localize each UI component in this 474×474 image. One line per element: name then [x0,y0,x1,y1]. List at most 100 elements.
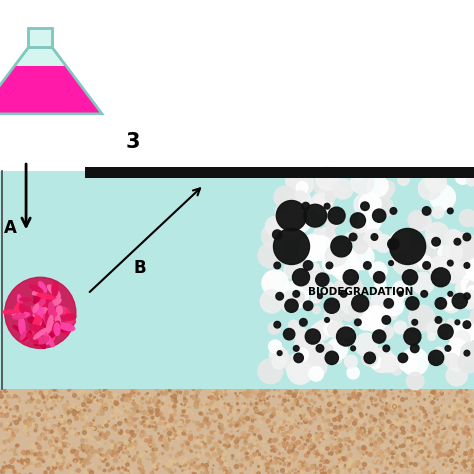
Circle shape [285,207,311,233]
Ellipse shape [37,337,49,344]
Ellipse shape [13,314,25,319]
Ellipse shape [19,298,31,301]
Circle shape [381,355,399,372]
Circle shape [370,348,394,373]
Circle shape [390,244,398,252]
Circle shape [313,306,320,314]
Ellipse shape [23,329,34,341]
Ellipse shape [45,333,55,341]
Circle shape [325,351,338,365]
Circle shape [332,279,358,306]
Circle shape [293,346,299,351]
Circle shape [296,182,308,193]
Circle shape [314,228,323,237]
Circle shape [324,203,330,209]
Circle shape [448,292,453,296]
Ellipse shape [46,315,53,326]
Ellipse shape [21,331,27,339]
Ellipse shape [63,314,73,323]
Circle shape [292,269,310,286]
Circle shape [312,264,319,270]
Circle shape [352,296,365,308]
Circle shape [372,288,394,310]
Circle shape [412,244,438,271]
Circle shape [357,313,374,330]
Circle shape [295,333,316,355]
Ellipse shape [35,296,46,302]
Circle shape [311,293,321,303]
Circle shape [370,356,382,368]
Circle shape [343,270,358,285]
Circle shape [387,310,397,320]
Circle shape [371,234,378,240]
Circle shape [268,322,281,334]
Circle shape [312,321,331,340]
Circle shape [395,293,404,302]
Circle shape [436,321,447,331]
Circle shape [328,216,339,227]
Text: 3: 3 [126,132,140,152]
Ellipse shape [34,293,41,307]
Circle shape [355,333,378,356]
Ellipse shape [19,304,25,312]
Circle shape [293,291,300,297]
Ellipse shape [51,299,61,306]
Circle shape [340,186,347,193]
Circle shape [418,255,431,269]
Circle shape [345,355,357,368]
Ellipse shape [38,297,46,308]
Circle shape [375,235,392,252]
Circle shape [324,306,343,325]
Circle shape [364,306,388,330]
Text: BIODEGRADATION: BIODEGRADATION [308,286,413,297]
Circle shape [276,201,307,231]
Circle shape [272,283,284,294]
Circle shape [294,353,303,363]
Circle shape [315,193,330,209]
Circle shape [331,264,343,276]
Ellipse shape [11,311,21,317]
Circle shape [423,262,430,269]
Circle shape [316,167,339,190]
Circle shape [397,354,411,368]
Ellipse shape [52,321,60,332]
Circle shape [262,224,285,248]
Circle shape [302,357,310,365]
Ellipse shape [27,333,38,344]
Circle shape [419,177,441,200]
Circle shape [407,373,424,390]
Circle shape [335,276,363,304]
Circle shape [282,282,309,309]
Ellipse shape [55,312,61,326]
Circle shape [325,245,346,266]
Circle shape [349,302,364,318]
Circle shape [408,326,416,334]
Ellipse shape [46,316,53,333]
Circle shape [421,291,428,297]
Circle shape [455,330,470,346]
Circle shape [450,240,469,260]
Circle shape [272,356,285,369]
Circle shape [438,246,451,259]
Circle shape [464,293,470,300]
Circle shape [404,332,416,345]
Ellipse shape [44,314,51,328]
Circle shape [5,277,76,348]
Circle shape [355,319,361,326]
Ellipse shape [22,307,32,311]
Circle shape [352,295,369,312]
Circle shape [448,320,474,346]
Ellipse shape [35,308,40,318]
Ellipse shape [15,302,22,313]
Circle shape [354,302,364,312]
Circle shape [325,191,336,202]
Ellipse shape [34,338,48,346]
Circle shape [444,242,458,256]
Ellipse shape [38,338,46,348]
Circle shape [456,170,470,184]
Circle shape [388,238,399,250]
Ellipse shape [38,303,48,317]
Circle shape [422,207,431,215]
Circle shape [284,262,301,279]
Circle shape [270,346,287,365]
